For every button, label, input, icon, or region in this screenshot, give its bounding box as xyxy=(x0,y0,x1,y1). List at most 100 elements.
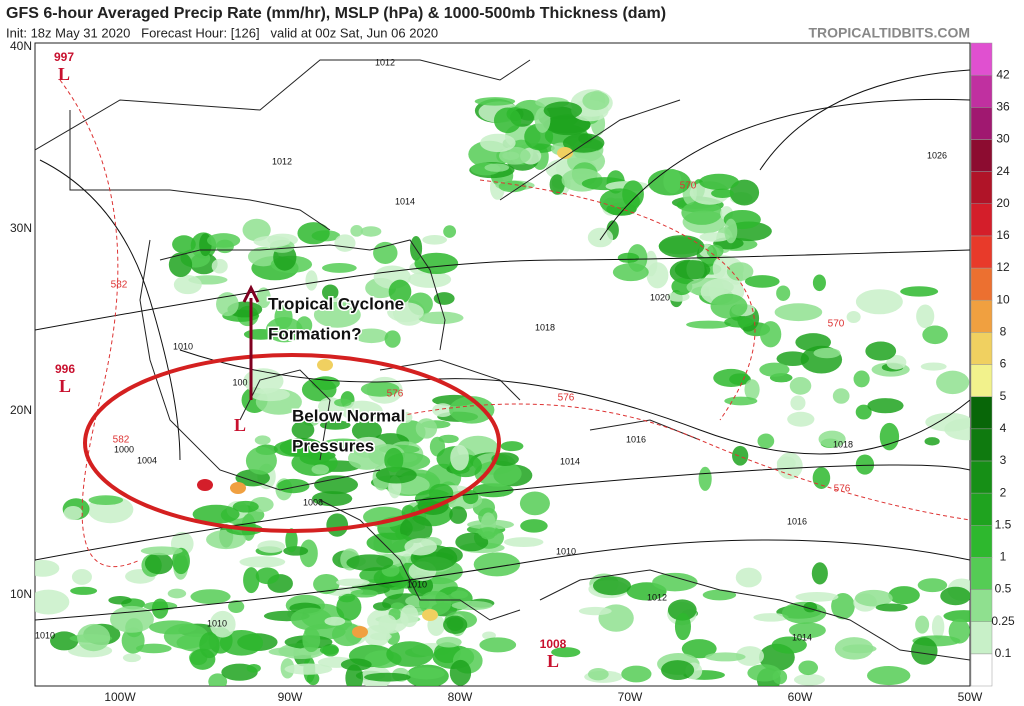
precip-area xyxy=(855,289,903,315)
precip-area xyxy=(472,483,514,498)
colorbar-swatch xyxy=(970,107,993,140)
isobar-label: 1010 xyxy=(173,341,193,351)
heavy-precip xyxy=(557,147,573,159)
precip-area xyxy=(313,574,340,595)
lat-label: 40N xyxy=(10,39,32,53)
precip-area xyxy=(917,578,948,593)
annotation-text: Tropical Cyclone xyxy=(268,294,404,313)
low-pressure-value: 996 xyxy=(55,362,75,376)
precip-area xyxy=(711,188,734,198)
precip-area xyxy=(199,632,220,659)
annotation-arrowhead xyxy=(242,284,260,303)
thickness-label: 582 xyxy=(113,435,130,446)
colorbar-swatch xyxy=(970,139,993,172)
precip-area xyxy=(686,320,731,329)
precip-area xyxy=(319,645,339,655)
precip-area xyxy=(436,636,462,648)
precip-area xyxy=(432,403,454,418)
precip-area xyxy=(140,546,183,556)
precip-area xyxy=(612,263,649,282)
thickness-label: 570 xyxy=(680,181,697,192)
colorbar-label: 0.1 xyxy=(995,646,1012,660)
colorbar-swatch xyxy=(970,653,993,687)
precip-area xyxy=(789,376,812,395)
precip-area xyxy=(216,292,239,317)
precip-area xyxy=(732,445,749,466)
precip-area xyxy=(360,381,400,397)
isobar xyxy=(179,349,970,455)
precip-area xyxy=(724,396,758,406)
colorbar-swatch xyxy=(970,267,993,301)
precip-area xyxy=(855,454,875,475)
coastline xyxy=(159,239,446,351)
thickness-contour xyxy=(479,179,756,421)
isobar xyxy=(39,159,181,461)
precip-area xyxy=(713,368,750,387)
precip-area xyxy=(35,589,70,615)
colorbar-label: 1.5 xyxy=(995,517,1012,531)
precip-area xyxy=(302,627,321,653)
low-pressure-value: 997 xyxy=(54,50,74,64)
heavy-precip xyxy=(422,609,438,621)
precip-area xyxy=(110,605,154,633)
precip-area xyxy=(386,641,434,667)
lon-label: 100W xyxy=(104,690,136,704)
precip-area xyxy=(346,554,394,572)
precip-area xyxy=(232,500,259,513)
precip-area xyxy=(503,537,544,548)
colorbar-label: 30 xyxy=(996,132,1010,146)
precip-area xyxy=(211,258,228,274)
precip-area xyxy=(712,257,727,279)
precip-area xyxy=(473,552,521,577)
precip-area xyxy=(658,235,705,258)
precip-area xyxy=(879,422,900,451)
heavy-precip xyxy=(352,626,368,638)
precip-area xyxy=(372,602,392,611)
isobar-label: 1010 xyxy=(556,546,576,556)
thickness-contour xyxy=(59,79,141,568)
precip-area xyxy=(920,362,947,371)
precip-area xyxy=(254,435,271,445)
precip-area xyxy=(284,663,333,675)
isobar-label: 1018 xyxy=(535,322,555,332)
colorbar-label: 8 xyxy=(1000,325,1007,339)
colorbar-swatch xyxy=(970,235,993,269)
colorbar-swatch xyxy=(970,460,993,494)
precip-area xyxy=(798,660,819,676)
colorbar-swatch xyxy=(970,332,993,365)
precip-area xyxy=(387,302,424,323)
lat-label: 10N xyxy=(10,587,32,601)
isobar xyxy=(35,539,970,621)
precip-area xyxy=(774,303,823,322)
precip-area xyxy=(71,569,92,585)
precip-area xyxy=(243,368,284,394)
precip-area xyxy=(209,610,236,638)
precip-area xyxy=(373,241,398,265)
precip-area xyxy=(812,467,831,489)
precip-area xyxy=(776,351,810,367)
precip-area xyxy=(681,200,723,225)
colorbar-label: 36 xyxy=(996,99,1010,113)
annotation-text: Formation? xyxy=(268,324,362,343)
isobar-label: 1004 xyxy=(137,455,157,465)
precip-area xyxy=(735,567,762,588)
precip-area xyxy=(50,631,79,651)
colorbar-swatch xyxy=(970,396,993,430)
precip-area xyxy=(108,596,132,605)
precip-area xyxy=(855,404,872,420)
precip-area xyxy=(167,588,187,599)
low-pressure-value: 1008 xyxy=(540,637,567,651)
precip-area xyxy=(311,376,340,391)
precip-area xyxy=(336,578,370,587)
colorbar-swatch xyxy=(970,557,993,590)
precip-area xyxy=(787,411,815,427)
precip-area xyxy=(443,615,468,635)
precip-area xyxy=(915,615,930,634)
coastline xyxy=(35,59,531,151)
precip-area xyxy=(313,301,361,328)
low-pressure-marker: L xyxy=(547,651,559,671)
precip-area xyxy=(433,292,455,305)
precip-area xyxy=(407,667,445,680)
precip-area xyxy=(661,660,695,680)
colorbar-swatch xyxy=(970,589,993,622)
